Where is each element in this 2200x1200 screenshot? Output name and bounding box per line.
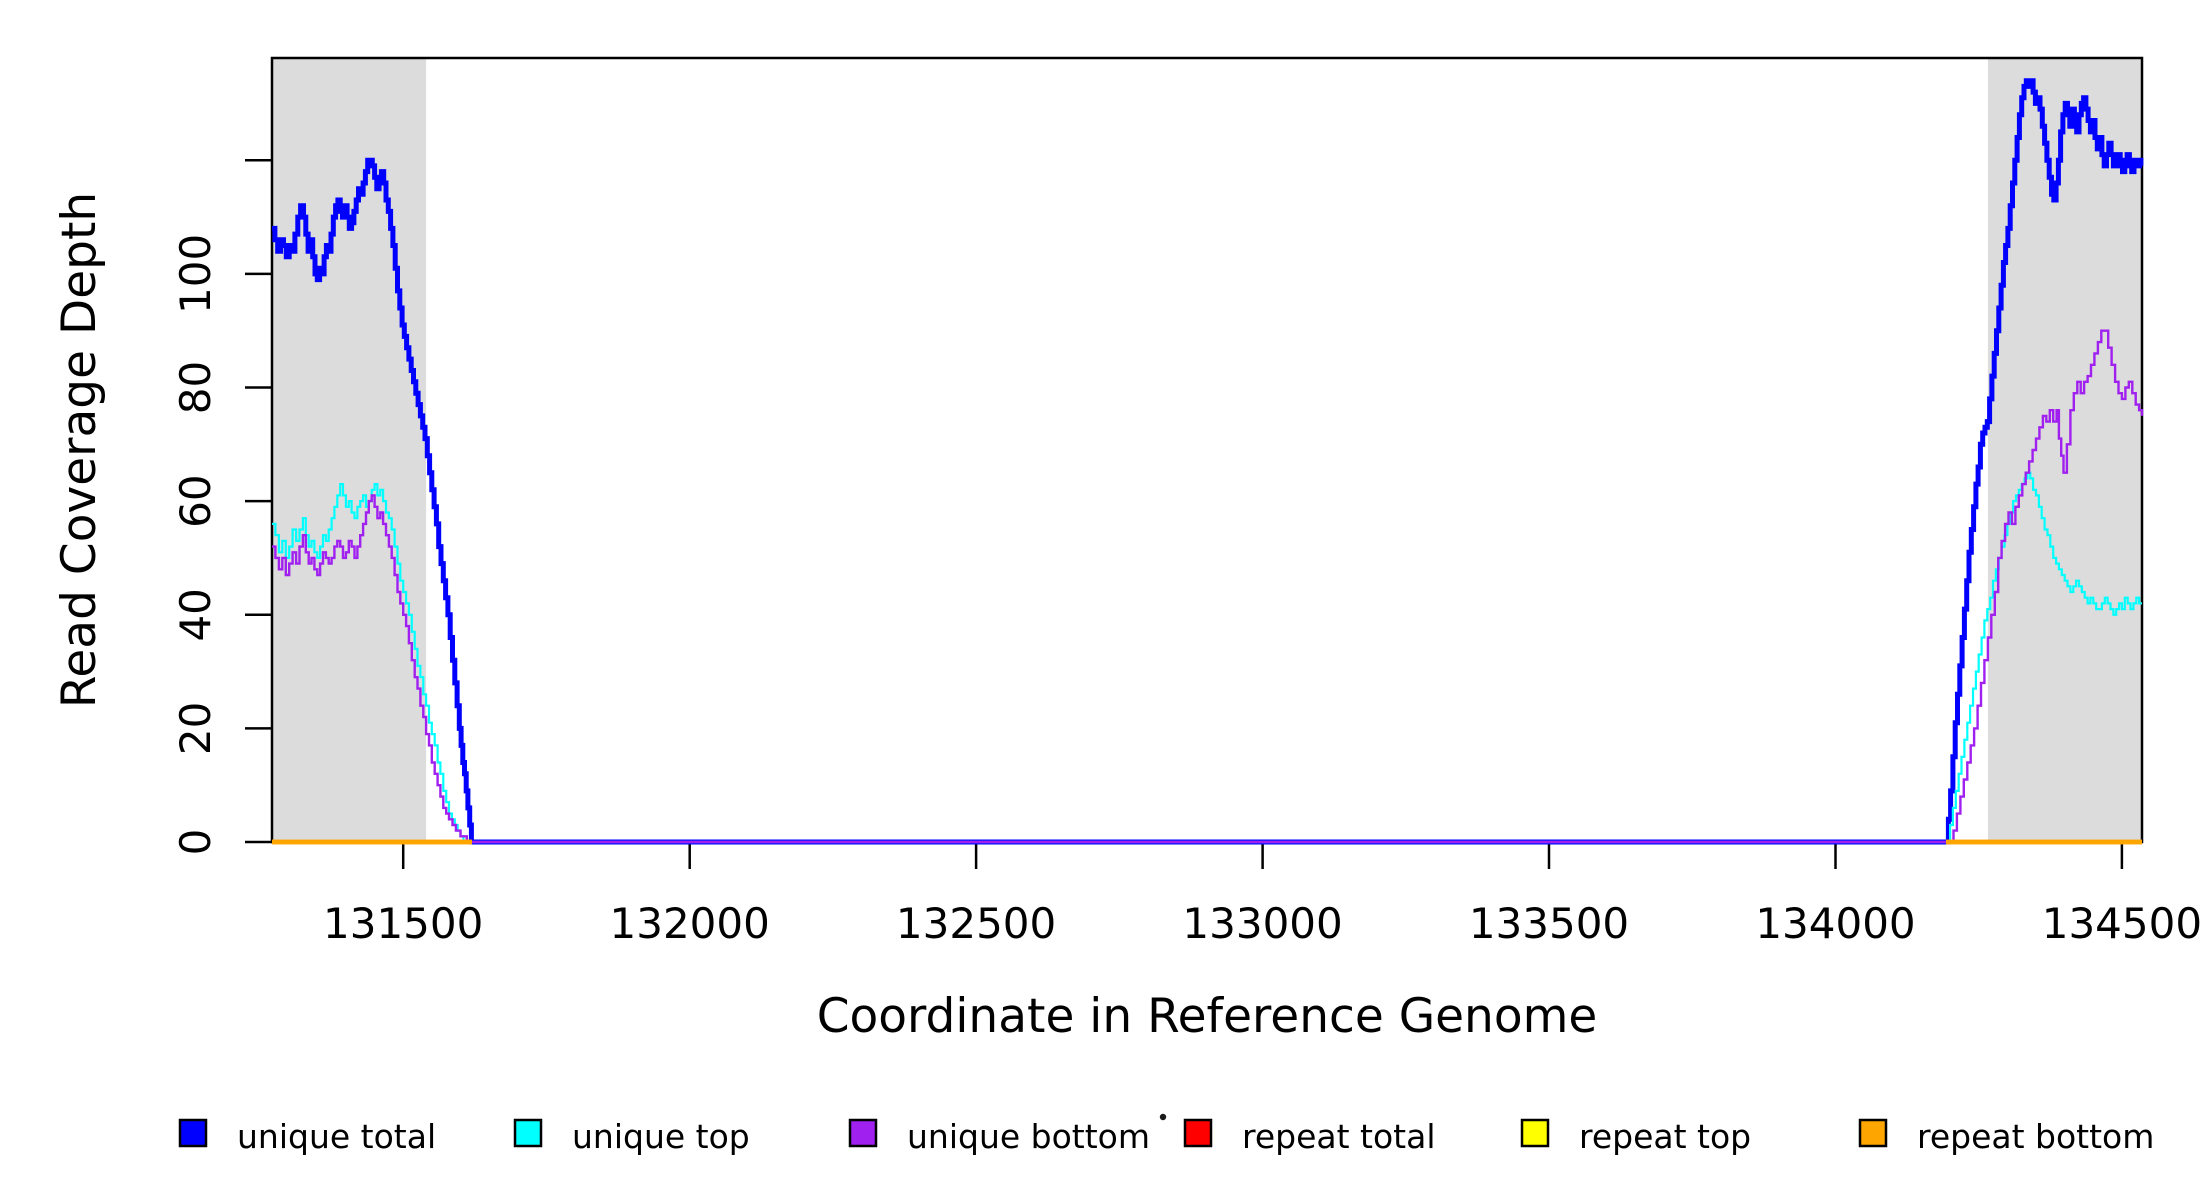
legend-item-unique-bottom: unique bottom [848, 1117, 1150, 1156]
series-layer [272, 78, 2144, 845]
plot-frame [270, 56, 2144, 844]
y-tick-label: 0 [171, 829, 220, 856]
legend-label-repeat-total: repeat total [1242, 1117, 1436, 1156]
shaded-repeat-region-left [272, 58, 427, 842]
x-tick-label: 134500 [2042, 899, 2200, 948]
legend-item-unique-total: unique total [178, 1117, 436, 1156]
legend-swatch-unique-total [178, 1118, 208, 1148]
y-tick-label: 20 [171, 702, 220, 755]
legend-swatch-repeat-bottom [1858, 1118, 1888, 1148]
y-tick-label: 40 [171, 588, 220, 641]
legend-label-repeat-top: repeat top [1579, 1117, 1751, 1156]
x-tick-label: 132000 [610, 899, 770, 948]
x-axis-title: Coordinate in Reference Genome [817, 989, 1598, 1044]
series-unique-total-line [272, 78, 2144, 845]
y-tick-label: 80 [171, 361, 220, 414]
legend-item-unique-top: unique top [513, 1117, 750, 1156]
x-tick-label: 133500 [1469, 899, 1629, 948]
legend-label-repeat-bottom: repeat bottom [1917, 1117, 2154, 1156]
legend-item-repeat-bottom: repeat bottom [1858, 1117, 2154, 1156]
legend-swatch-unique-bottom [848, 1118, 878, 1148]
repeat-shade-layer [272, 58, 2142, 842]
x-tick-label: 132500 [896, 899, 1056, 948]
legend: unique total unique top unique bottom repea… [178, 1117, 2154, 1156]
shaded-repeat-region-right [1987, 58, 2142, 842]
legend-label-unique-total: unique total [237, 1117, 436, 1156]
y-tick-label: 100 [171, 234, 220, 314]
series-unique-top-line [272, 471, 2142, 844]
x-tick-label: 134000 [1755, 899, 1915, 948]
y-axis-title: Read Coverage Depth [52, 192, 107, 708]
legend-swatch-repeat-total [1183, 1118, 1213, 1148]
legend-swatch-repeat-top [1520, 1118, 1550, 1148]
legend-label-unique-bottom: unique bottom [907, 1117, 1150, 1156]
axis-tick-layer: 0 20 40 60 80 100 131500 132000 132500 133000 1335… [171, 159, 2200, 948]
y-tick-label: 60 [171, 474, 220, 527]
legend-item-repeat-total: repeat total [1183, 1117, 1436, 1156]
series-unique-bottom-line [272, 329, 2144, 844]
legend-label-unique-top: unique top [572, 1117, 750, 1156]
legend-item-repeat-top: repeat top [1520, 1117, 1751, 1156]
x-tick-label: 131500 [323, 899, 483, 948]
legend-stray-dot [1159, 1113, 1167, 1121]
x-tick-label: 133000 [1182, 899, 1342, 948]
legend-swatch-unique-top [513, 1118, 543, 1148]
